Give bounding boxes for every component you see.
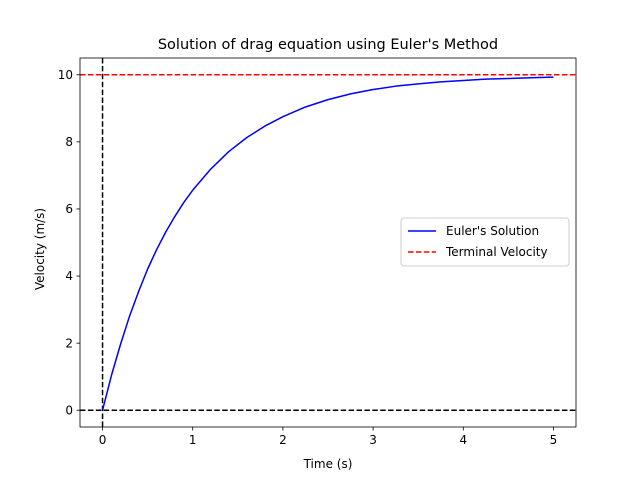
x-tick-label: 4 — [459, 433, 467, 447]
x-tick-label: 5 — [550, 433, 558, 447]
chart-title: Solution of drag equation using Euler's … — [158, 37, 498, 53]
y-axis-label: Velocity (m/s) — [33, 208, 47, 290]
legend-entry-label: Terminal Velocity — [445, 245, 548, 259]
x-tick-label: 2 — [279, 433, 287, 447]
legend: Euler's Solution Terminal Velocity — [400, 217, 570, 267]
x-tick-label: 3 — [369, 433, 377, 447]
x-tick-label: 0 — [99, 433, 107, 447]
y-tick-label: 8 — [65, 135, 73, 149]
axes-frame — [79, 57, 577, 428]
x-axis-ticks: 0 1 2 3 4 5 — [99, 427, 558, 447]
y-tick-label: 6 — [65, 202, 73, 216]
legend-box — [400, 217, 570, 267]
series-line-euler-solution — [101, 76, 554, 411]
y-tick-label: 0 — [65, 403, 73, 417]
y-tick-label: 4 — [65, 269, 73, 283]
y-tick-label: 2 — [65, 336, 73, 350]
x-tick-label: 1 — [189, 433, 197, 447]
x-axis-label: Time (s) — [303, 457, 353, 471]
legend-entry-label: Euler's Solution — [446, 224, 539, 238]
y-axis-ticks: 0 2 4 6 8 10 — [58, 68, 80, 417]
y-tick-label: 10 — [58, 68, 73, 82]
